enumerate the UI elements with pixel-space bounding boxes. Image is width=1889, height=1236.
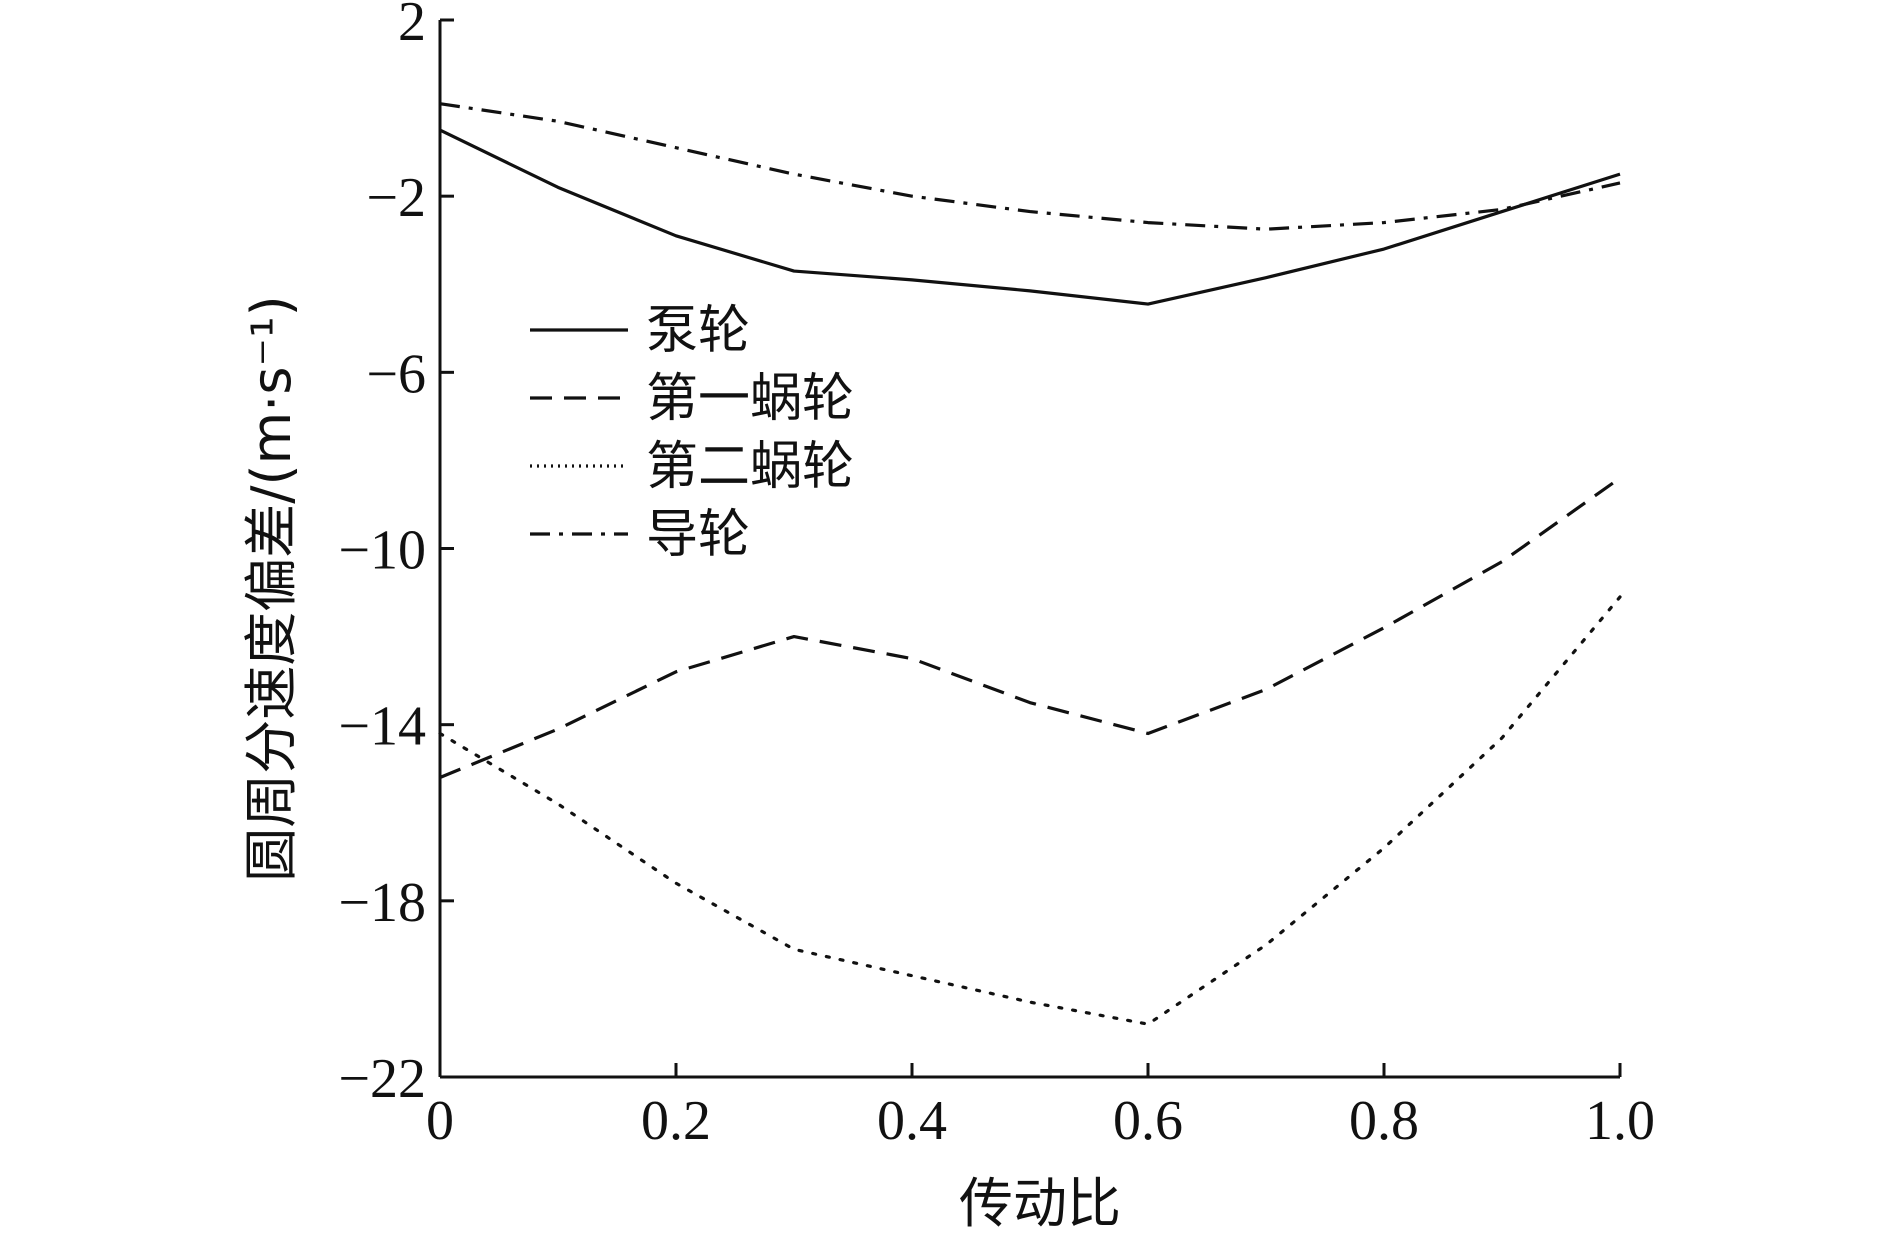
y-tick-label: −2 [366, 167, 426, 229]
x-tick-label: 0.2 [641, 1090, 711, 1152]
legend-label-2: 第一蜗轮 [646, 369, 854, 429]
series-layer [438, 102, 1622, 1026]
x-ticks: 0 0.2 0.4 0.6 0.8 1.0 [426, 1063, 1655, 1152]
y-tick-label: −22 [338, 1048, 426, 1110]
y-tick-label: −10 [338, 520, 426, 582]
y-tick-label: −6 [366, 343, 426, 405]
legend-label-3: 第二蜗轮 [646, 437, 854, 497]
x-tick-label: 1.0 [1585, 1090, 1655, 1152]
x-axis-title: 传动比 [959, 1172, 1121, 1235]
y-ticks: 2 −2 −6 −10 −14 −18 −22 [338, 0, 454, 1110]
axes [438, 20, 1620, 1079]
legend-label-4: 导轮 [646, 505, 750, 565]
x-tick-label: 0.6 [1113, 1090, 1183, 1152]
y-tick-label: 2 [398, 0, 426, 53]
series-line-2 [439, 476, 1621, 779]
y-tick-label: −14 [338, 696, 426, 758]
y-tick-label: −18 [338, 872, 426, 934]
series-line-1 [439, 128, 1621, 306]
series-line-3 [438, 595, 1622, 1026]
y-axis-title: 圆周分速度偏差/(m·s⁻¹) [240, 295, 303, 881]
x-tick-label: 0 [426, 1090, 454, 1152]
series-line-4 [439, 102, 1621, 231]
x-tick-label: 0.4 [877, 1090, 947, 1152]
legend-label-1: 泵轮 [646, 301, 750, 361]
x-tick-label: 0.8 [1349, 1090, 1419, 1152]
